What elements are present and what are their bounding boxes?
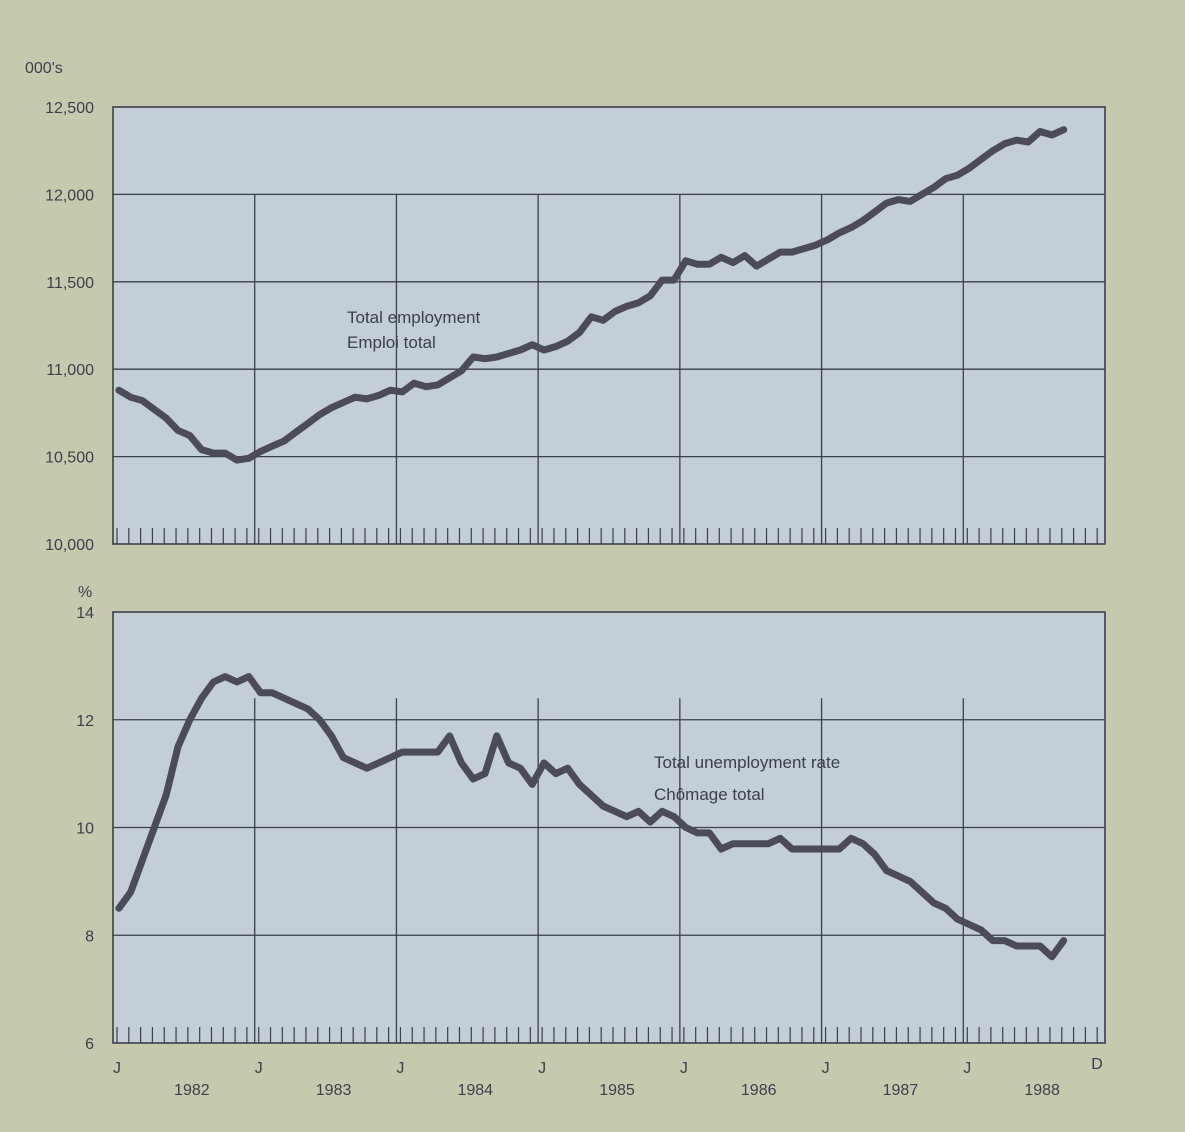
annotation-unemployment: Total unemployment rate <box>654 753 840 772</box>
annotation-employment: Total employment <box>347 308 481 327</box>
x-tick-label: J <box>963 1060 971 1077</box>
y-tick-label: 10,000 <box>45 537 94 554</box>
y-tick-label: 12,000 <box>45 187 94 204</box>
x-tick-label: J <box>396 1060 404 1077</box>
x-year-label: 1986 <box>741 1082 777 1099</box>
x-tick-label: J <box>680 1060 688 1077</box>
x-year-label: 1982 <box>174 1082 210 1099</box>
series-line-unemployment <box>115 673 1068 961</box>
unit-label: % <box>78 584 92 601</box>
series-line-employment <box>115 126 1068 464</box>
y-tick-label: 11,500 <box>46 275 94 292</box>
x-year-label: 1984 <box>457 1082 493 1099</box>
x-tick-label: J <box>822 1060 830 1077</box>
y-tick-label: 6 <box>85 1036 94 1053</box>
x-tick-label: J <box>538 1060 546 1077</box>
y-tick-label: 12,500 <box>45 100 94 117</box>
x-tick-label: D <box>1091 1056 1103 1073</box>
x-year-label: 1985 <box>599 1082 635 1099</box>
unit-label: 000's <box>25 60 63 77</box>
x-year-label: 1983 <box>316 1082 352 1099</box>
y-tick-label: 14 <box>76 605 94 622</box>
y-tick-label: 10,500 <box>45 450 94 467</box>
annotation-employment: Emploi total <box>347 333 436 352</box>
x-year-label: 1987 <box>883 1082 919 1099</box>
y-tick-label: 8 <box>85 928 94 945</box>
y-tick-label: 10 <box>76 821 94 838</box>
x-tick-label: J <box>255 1060 263 1077</box>
y-tick-label: 12 <box>76 713 94 730</box>
y-tick-label: 11,000 <box>46 362 94 379</box>
annotation-unemployment: Chômage total <box>654 785 765 804</box>
x-tick-label: J <box>113 1060 121 1077</box>
x-year-label: 1988 <box>1024 1082 1060 1099</box>
